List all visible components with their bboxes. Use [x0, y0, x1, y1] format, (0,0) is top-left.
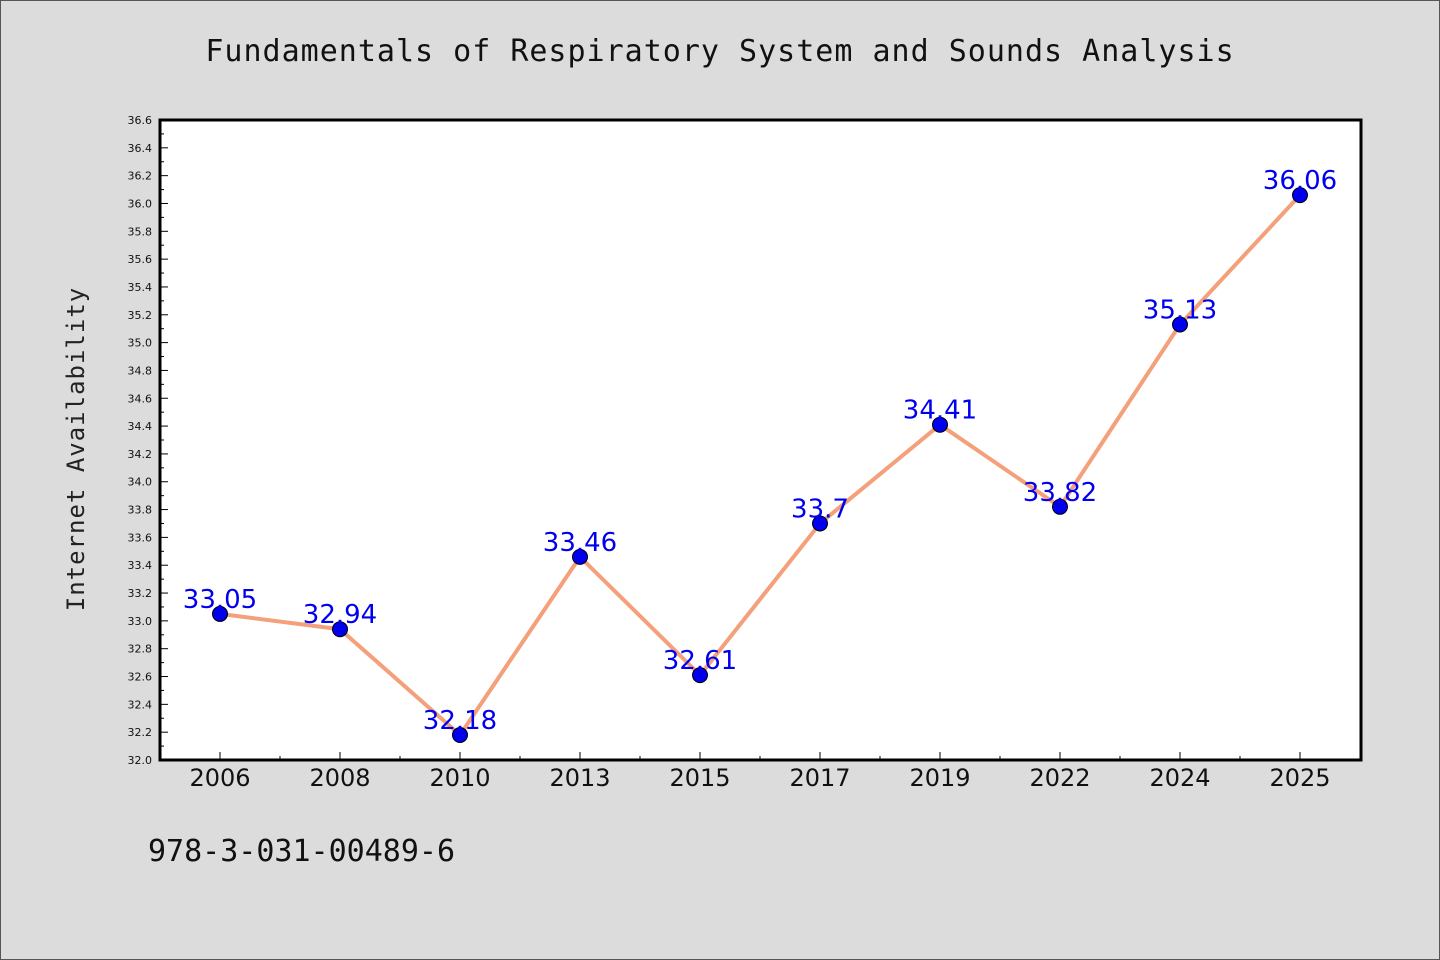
y-tick-label: 32.0: [128, 754, 153, 767]
data-label: 36.06: [1263, 166, 1337, 196]
y-tick-label: 33.2: [128, 587, 153, 600]
x-tick-label: 2022: [1029, 764, 1090, 792]
y-tick-label: 35.4: [128, 281, 153, 294]
y-tick-label: 32.4: [128, 698, 153, 711]
y-tick-label: 36.4: [128, 142, 153, 155]
x-tick-label: 2024: [1149, 764, 1210, 792]
y-tick-label: 34.8: [128, 364, 153, 377]
series-line: [219, 193, 1302, 737]
data-label: 33.82: [1023, 478, 1097, 508]
y-tick-label: 35.0: [128, 337, 153, 350]
data-label: 32.18: [423, 706, 497, 736]
data-point: [932, 416, 948, 433]
y-tick-label: 33.0: [128, 615, 153, 628]
y-tick-label: 34.2: [128, 448, 153, 461]
data-label: 35.13: [1143, 296, 1217, 326]
y-tick-label: 34.0: [128, 476, 153, 489]
data-point: [452, 726, 468, 743]
isbn-text: 978-3-031-00489-6: [148, 834, 456, 869]
data-point: [1172, 316, 1188, 333]
data-label: 34.41: [903, 396, 977, 426]
y-tick-label: 33.4: [128, 559, 153, 572]
x-axis: 2006 2008 2010 2013 2015 2017 2019 2022 2024 2025: [189, 752, 1331, 792]
x-tick-label: 2025: [1269, 764, 1330, 792]
y-tick-label: 32.6: [128, 671, 153, 684]
chart-title: Fundamentals of Respiratory System and S…: [205, 34, 1235, 69]
data-point: [212, 605, 228, 622]
y-tick-label: 35.8: [128, 225, 153, 238]
x-tick-label: 2017: [789, 764, 850, 792]
marker-group: [212, 187, 1308, 743]
y-tick-label: 32.2: [128, 726, 153, 739]
data-label: 32.61: [663, 646, 737, 676]
data-label-group: 33.05 32.94 32.18 33.46 32.61 33.7 34.41 33.82 3…: [183, 166, 1337, 736]
data-point: [1052, 498, 1068, 515]
y-tick-label: 32.8: [128, 643, 153, 656]
y-tick-label: 34.6: [128, 392, 153, 405]
x-tick-label: 2015: [669, 764, 730, 792]
x-tick-label: 2013: [549, 764, 610, 792]
x-tick-label: 2010: [429, 764, 490, 792]
data-point: [692, 667, 708, 684]
y-tick-label: 36.6: [128, 114, 153, 127]
x-tick-label: 2008: [309, 764, 370, 792]
plot-area: [158, 118, 1363, 762]
y-tick-label: 36.0: [128, 197, 153, 210]
y-tick-label: 35.6: [128, 253, 153, 266]
y-tick-label: 33.8: [128, 504, 153, 517]
data-label: 32.94: [303, 600, 377, 630]
data-label: 33.05: [183, 585, 257, 615]
y-tick-label: 36.2: [128, 170, 153, 183]
data-point: [812, 515, 828, 532]
data-label: 33.7: [791, 494, 849, 524]
y-tick-label: 34.4: [128, 420, 153, 433]
data-point: [1292, 187, 1308, 204]
data-point: [572, 548, 588, 565]
y-tick-label: 35.2: [128, 309, 153, 322]
y-axis: 32.0 32.2 32.4 32.6 32.8 33.0 33.2 33.4 33.6 33.8…: [128, 114, 168, 767]
x-tick-label: 2019: [909, 764, 970, 792]
y-tick-label: 33.6: [128, 531, 153, 544]
x-tick-label: 2006: [189, 764, 250, 792]
data-point: [332, 621, 348, 638]
data-label: 33.46: [543, 528, 617, 558]
series-line-group: [219, 193, 1302, 737]
